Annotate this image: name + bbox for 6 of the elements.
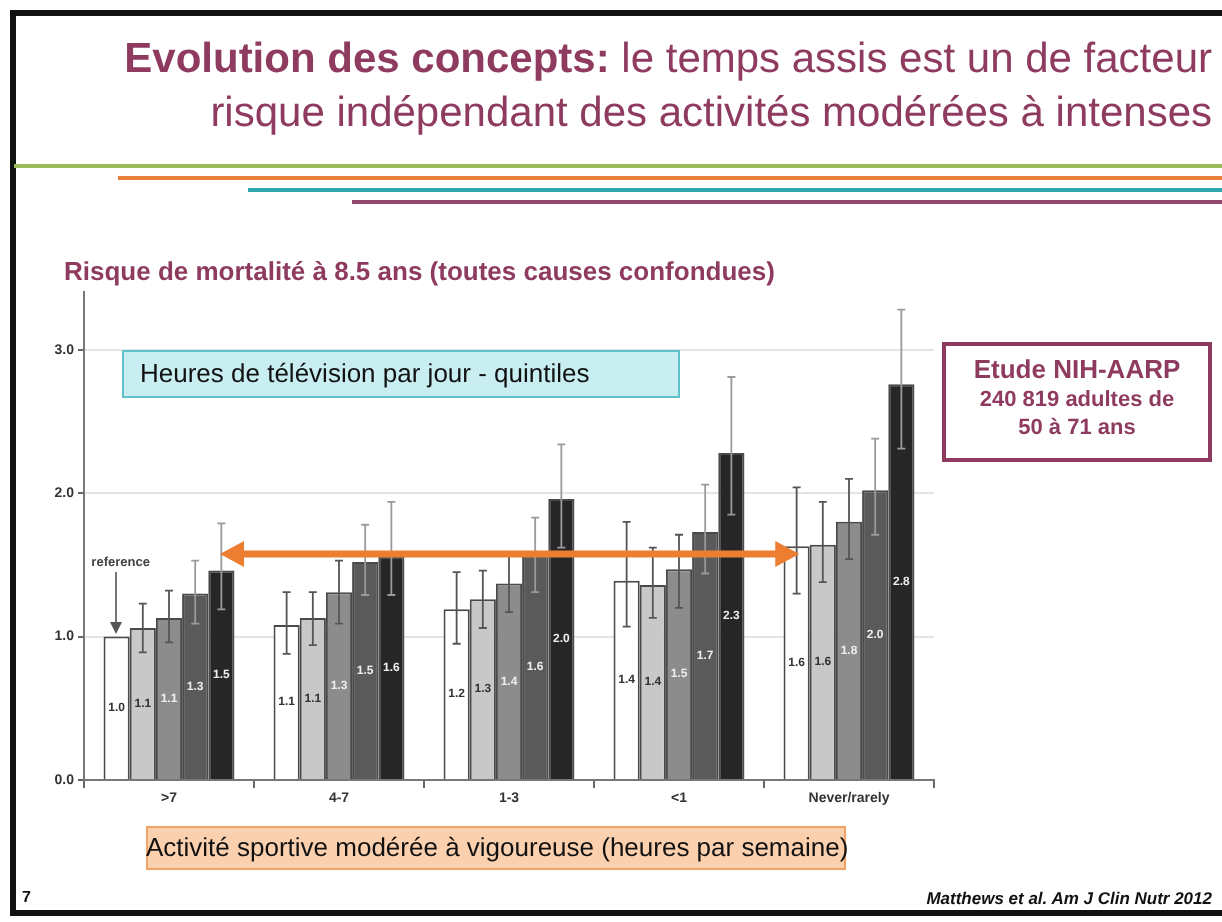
- chart-subtitle: Risque de mortalité à 8.5 ans (toutes causes confondues): [64, 256, 775, 286]
- annotation: Heures de télévision par jour - quintiles: [140, 356, 590, 392]
- text: 7: [22, 888, 31, 906]
- chart-title: Evolution des concepts: le temps assis est un de facteur risque indépendant des activités modérées à intenses: [122, 34, 1212, 140]
- text: Etude NIH-AARP 240 819 adultes de 50 à 71 ans: [971, 354, 1183, 442]
- text: Matthews et al. Am J Clin Nutr 2012: [926, 888, 1212, 908]
